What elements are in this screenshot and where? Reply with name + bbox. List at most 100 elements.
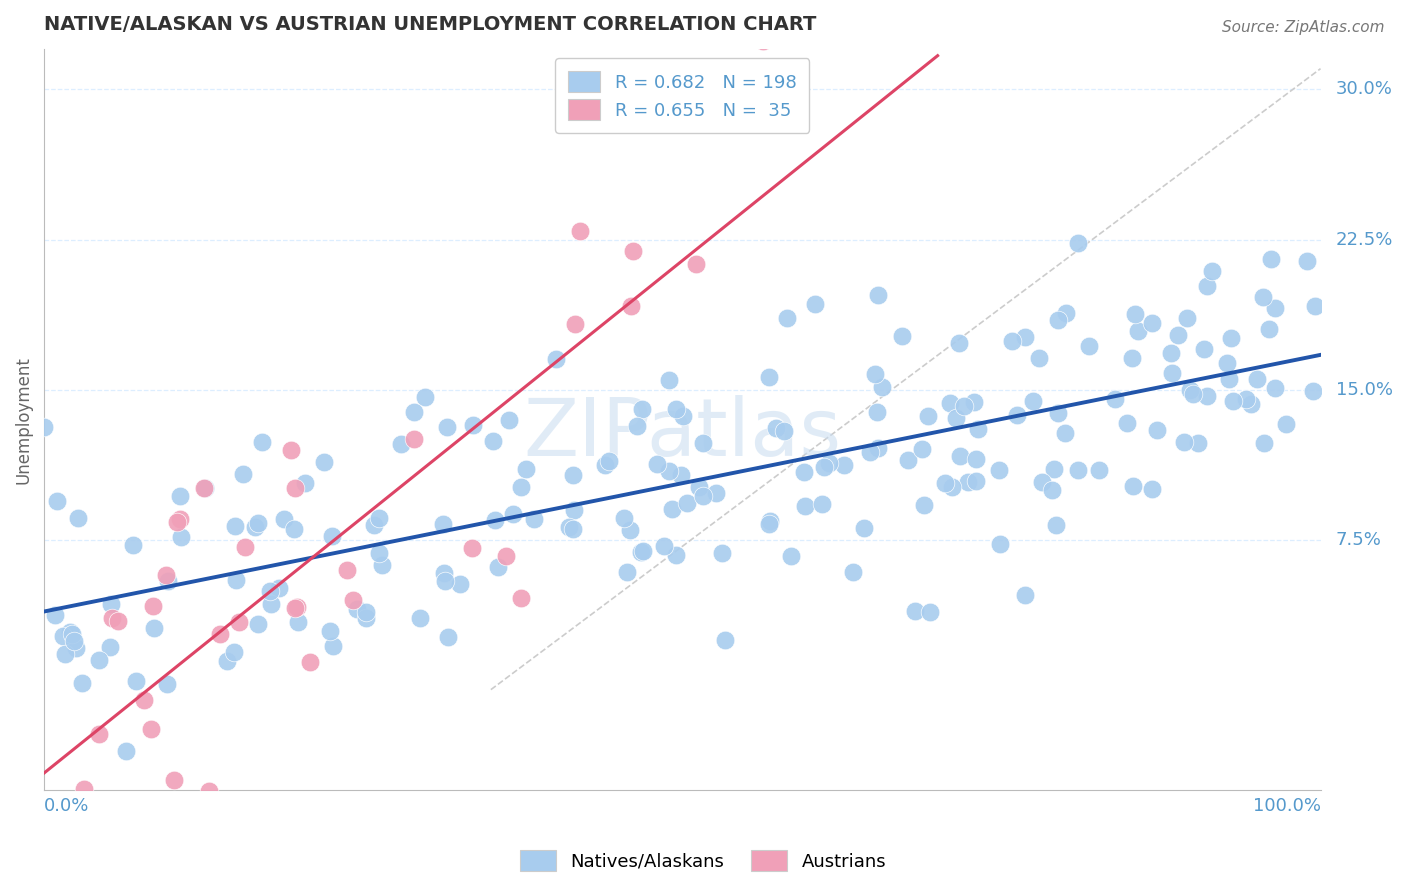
Point	[562, 502, 585, 516]
Point	[711, 546, 734, 560]
Point	[284, 601, 307, 615]
Point	[1182, 387, 1205, 401]
Point	[949, 449, 972, 463]
Point	[342, 593, 364, 607]
Point	[692, 436, 714, 450]
Point	[1140, 482, 1163, 496]
Point	[1187, 435, 1209, 450]
Point	[870, 379, 893, 393]
Point	[52, 629, 75, 643]
Text: ZIPatlas: ZIPatlas	[523, 395, 841, 474]
Point	[432, 566, 454, 581]
Point	[1140, 316, 1163, 330]
Point	[449, 576, 471, 591]
Point	[285, 599, 308, 614]
Point	[87, 652, 110, 666]
Point	[1302, 384, 1324, 398]
Point	[613, 511, 636, 525]
Point	[1173, 435, 1195, 450]
Point	[482, 434, 505, 448]
Point	[1088, 463, 1111, 477]
Point	[965, 451, 987, 466]
Point	[1195, 389, 1218, 403]
Point	[209, 626, 232, 640]
Point	[233, 540, 256, 554]
Point	[193, 481, 215, 495]
Point	[1014, 588, 1036, 602]
Point	[620, 299, 643, 313]
Point	[780, 549, 803, 564]
Point	[232, 467, 254, 482]
Point	[568, 224, 591, 238]
Point	[1121, 351, 1143, 365]
Point	[143, 621, 166, 635]
Point	[676, 496, 699, 510]
Point	[169, 489, 191, 503]
Point	[1028, 351, 1050, 365]
Point	[1053, 425, 1076, 440]
Point	[616, 565, 638, 579]
Point	[134, 693, 156, 707]
Point	[890, 329, 912, 343]
Point	[484, 513, 506, 527]
Point	[1258, 321, 1281, 335]
Point	[897, 452, 920, 467]
Point	[758, 516, 780, 531]
Point	[318, 624, 340, 638]
Point	[647, 458, 669, 472]
Point	[252, 435, 274, 450]
Point	[631, 544, 654, 558]
Point	[948, 336, 970, 351]
Point	[32, 419, 55, 434]
Point	[1167, 327, 1189, 342]
Point	[404, 405, 426, 419]
Point	[63, 634, 86, 648]
Point	[558, 520, 581, 534]
Point	[155, 676, 177, 690]
Text: 22.5%: 22.5%	[1336, 230, 1393, 249]
Point	[224, 645, 246, 659]
Point	[53, 647, 76, 661]
Point	[1246, 372, 1268, 386]
Y-axis label: Unemployment: Unemployment	[15, 356, 32, 483]
Point	[515, 462, 537, 476]
Point	[46, 494, 69, 508]
Point	[865, 405, 887, 419]
Point	[1215, 356, 1237, 370]
Point	[963, 394, 986, 409]
Point	[1047, 406, 1070, 420]
Point	[1275, 417, 1298, 431]
Point	[1042, 462, 1064, 476]
Point	[772, 424, 794, 438]
Point	[853, 520, 876, 534]
Point	[630, 545, 652, 559]
Point	[1123, 307, 1146, 321]
Point	[65, 640, 87, 655]
Point	[562, 468, 585, 483]
Point	[1067, 463, 1090, 477]
Point	[868, 287, 890, 301]
Point	[389, 437, 412, 451]
Point	[1201, 264, 1223, 278]
Point	[1116, 417, 1139, 431]
Point	[939, 396, 962, 410]
Point	[988, 537, 1011, 551]
Point	[460, 541, 482, 556]
Point	[170, 530, 193, 544]
Point	[461, 417, 484, 432]
Point	[1077, 339, 1099, 353]
Point	[267, 581, 290, 595]
Point	[194, 482, 217, 496]
Text: Source: ZipAtlas.com: Source: ZipAtlas.com	[1222, 20, 1385, 35]
Point	[953, 399, 976, 413]
Point	[669, 468, 692, 483]
Point	[804, 296, 827, 310]
Point	[404, 432, 426, 446]
Point	[432, 517, 454, 532]
Point	[941, 480, 963, 494]
Point	[197, 783, 219, 797]
Point	[356, 606, 378, 620]
Point	[859, 445, 882, 459]
Point	[652, 539, 675, 553]
Point	[658, 464, 681, 478]
